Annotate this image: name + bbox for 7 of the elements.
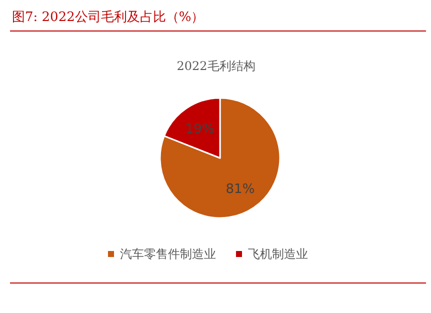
data-label: 81% [226,182,255,197]
legend-label: 汽车零售件制造业 [120,247,216,261]
pie-slice [159,97,281,219]
legend-label: 飞机制造业 [248,247,308,261]
data-label: 19% [185,122,214,138]
chart-title: 图7: 2022公司毛利及占比（%） [12,10,204,25]
chart-subtitle: 2022毛利结构 [176,59,256,73]
